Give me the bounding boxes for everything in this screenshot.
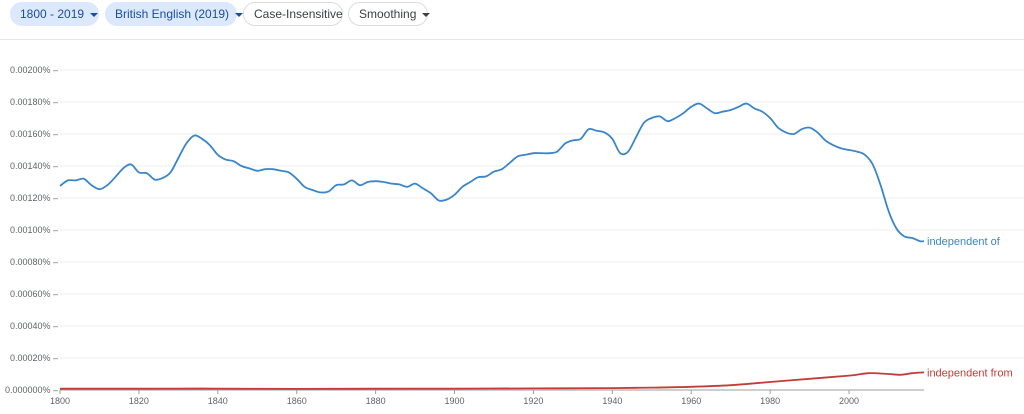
toolbar: 1800 - 2019 British English (2019) Case-…	[0, 0, 1024, 40]
ngram-chart: 0.000000% – 0.00020% – 0.00040% – 0.00060% …	[5, 65, 1024, 406]
series-labels: independent of independent from	[927, 236, 1013, 379]
x-tick-label: 1980	[760, 396, 780, 406]
y-tick-label: 0.00200% –	[10, 65, 58, 75]
x-tick-label: 1860	[287, 396, 307, 406]
x-tick-label: 1960	[681, 396, 701, 406]
x-tick-label: 1800	[50, 396, 70, 406]
chevron-down-icon	[90, 12, 99, 17]
x-tick-label: 1820	[129, 396, 149, 406]
y-tick-label: 0.00180% –	[10, 97, 58, 107]
series-line-independent-of[interactable]	[59, 102, 925, 243]
corpus-label: British English (2019)	[115, 7, 230, 21]
series-lines	[59, 102, 925, 390]
x-tick-label: 1900	[445, 396, 465, 406]
y-tick-label: 0.00040% –	[10, 321, 58, 331]
series-label-independent-from[interactable]: independent from	[927, 367, 1013, 379]
case-insensitive-toggle[interactable]: Case-Insensitive	[243, 2, 343, 26]
y-tick-label: 0.00020% –	[10, 353, 58, 363]
smoothing-label: Smoothing	[359, 7, 417, 21]
y-tick-label: 0.00120% –	[10, 193, 58, 203]
y-tick-label: 0.00080% –	[10, 257, 58, 267]
y-tick-label: 0.00160% –	[10, 129, 58, 139]
corpus-dropdown[interactable]: British English (2019)	[105, 2, 244, 26]
x-tick-label: 1940	[602, 396, 622, 406]
y-tick-label: 0.000000% –	[5, 385, 58, 395]
y-tick-label: 0.00060% –	[10, 289, 58, 299]
x-tick-label: 1920	[523, 396, 543, 406]
y-tick-label: 0.00140% –	[10, 161, 58, 171]
date-range-dropdown[interactable]: 1800 - 2019	[10, 2, 99, 26]
x-tick-label: 2000	[839, 396, 859, 406]
x-tick-label: 1840	[208, 396, 228, 406]
y-axis-ticks: 0.000000% – 0.00020% – 0.00040% – 0.00060% …	[5, 65, 58, 395]
date-range-label: 1800 - 2019	[20, 7, 85, 21]
smoothing-dropdown[interactable]: Smoothing	[348, 2, 431, 26]
series-label-independent-of[interactable]: independent of	[927, 236, 1001, 248]
chevron-down-icon	[422, 12, 431, 17]
series-line-independent-from[interactable]	[59, 371, 925, 390]
y-tick-label: 0.00100% –	[10, 225, 58, 235]
x-axis: 1800 1820 1840 1860 1880 1900 1920 1940 1960 1980…	[50, 389, 924, 406]
grid-lines	[60, 69, 1024, 359]
case-insensitive-label: Case-Insensitive	[254, 7, 343, 21]
x-tick-label: 1880	[366, 396, 386, 406]
chevron-down-icon	[235, 12, 244, 17]
